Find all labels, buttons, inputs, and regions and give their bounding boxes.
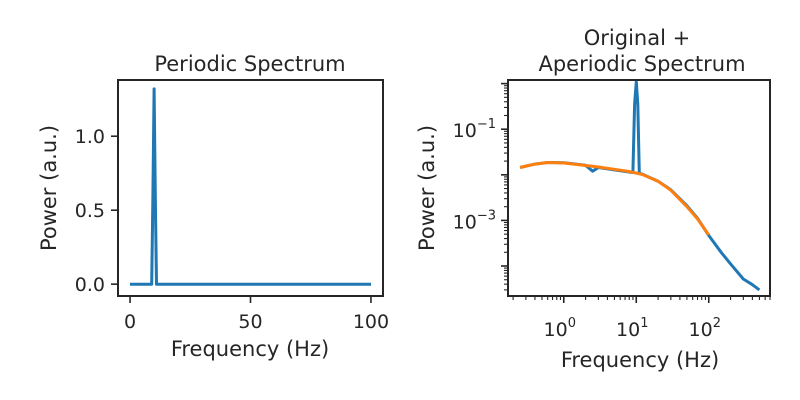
y-tick-label: 1.0 xyxy=(75,126,105,148)
series-line-0 xyxy=(519,80,761,292)
y-axis-ticks: 10−3 10−1 xyxy=(453,82,508,291)
x-tick-label: 100 xyxy=(544,316,576,341)
series-line-1 xyxy=(519,161,710,236)
x-tick-label: 102 xyxy=(689,316,721,341)
chart-title: Periodic Spectrum xyxy=(154,52,345,76)
y-tick-label: 10−1 xyxy=(453,117,496,142)
x-tick-label: 101 xyxy=(616,316,648,341)
series-line-0 xyxy=(130,87,371,286)
periodic-spectrum-chart: Periodic Spectrum 0 50 100 0.0 0.5 1.0 Frequ… xyxy=(37,52,389,361)
chart-title-line-2: Aperiodic Spectrum xyxy=(538,52,745,76)
x-tick-label: 100 xyxy=(353,311,389,333)
x-axis-ticks: 0 50 100 xyxy=(124,296,389,333)
y-axis-label: Power (a.u.) xyxy=(415,125,439,251)
y-tick-label: 10−3 xyxy=(453,208,496,233)
aperiodic-spectrum-chart: Original + Aperiodic Spectrum 100 101 102 … xyxy=(415,26,771,372)
x-tick-label: 0 xyxy=(124,311,136,333)
y-axis-ticks: 0.0 0.5 1.0 xyxy=(75,126,118,296)
x-axis-label: Frequency (Hz) xyxy=(561,348,719,372)
plot-area xyxy=(130,87,371,286)
axes-frame xyxy=(117,79,384,297)
y-axis-label: Power (a.u.) xyxy=(37,125,61,251)
x-axis-ticks: 100 101 102 xyxy=(512,296,771,341)
chart-title-line-1: Original + xyxy=(584,26,690,50)
x-tick-label: 50 xyxy=(238,311,262,333)
plot-area xyxy=(519,80,761,292)
y-tick-label: 0.5 xyxy=(75,200,105,222)
x-axis-label: Frequency (Hz) xyxy=(171,337,329,361)
y-tick-label: 0.0 xyxy=(75,274,105,296)
